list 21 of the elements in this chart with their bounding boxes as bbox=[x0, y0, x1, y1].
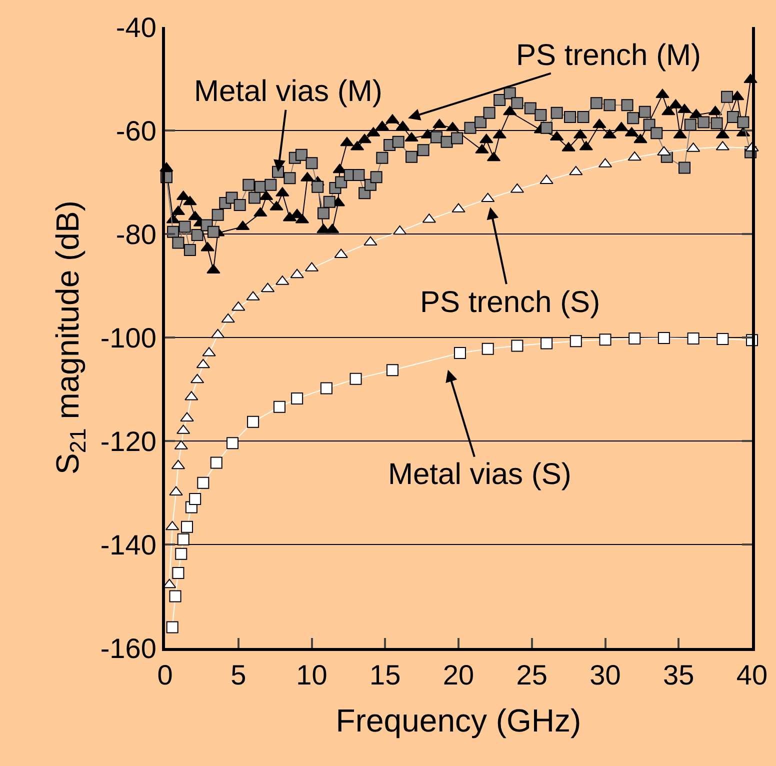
annotation: PS trench (M) bbox=[516, 39, 702, 72]
x-tick-label: 5 bbox=[230, 660, 246, 691]
y-tick-label: -160 bbox=[100, 632, 156, 664]
x-tick-label: 15 bbox=[370, 660, 401, 691]
y-tick-label: -140 bbox=[100, 529, 156, 560]
y-tick-label: -80 bbox=[116, 218, 156, 250]
x-axis-title: Frequency (GHz) bbox=[336, 702, 582, 738]
annotation: Metal vias (S) bbox=[388, 458, 572, 491]
annotation: Metal vias (M) bbox=[194, 75, 382, 108]
x-tick-label: 30 bbox=[590, 660, 621, 691]
y-tick-label: -60 bbox=[116, 115, 156, 146]
x-tick-label: 25 bbox=[516, 660, 548, 691]
y-tick-label: -100 bbox=[100, 322, 156, 354]
annotation: PS trench (S) bbox=[420, 286, 600, 319]
y-tick-label: -120 bbox=[100, 426, 156, 457]
x-tick-label: 0 bbox=[157, 660, 173, 691]
x-tick-label: 40 bbox=[736, 660, 768, 691]
x-tick-label: 35 bbox=[663, 660, 694, 691]
y-tick-label: -40 bbox=[116, 12, 156, 43]
x-tick-label: 10 bbox=[296, 660, 328, 691]
x-tick-label: 20 bbox=[442, 660, 474, 691]
